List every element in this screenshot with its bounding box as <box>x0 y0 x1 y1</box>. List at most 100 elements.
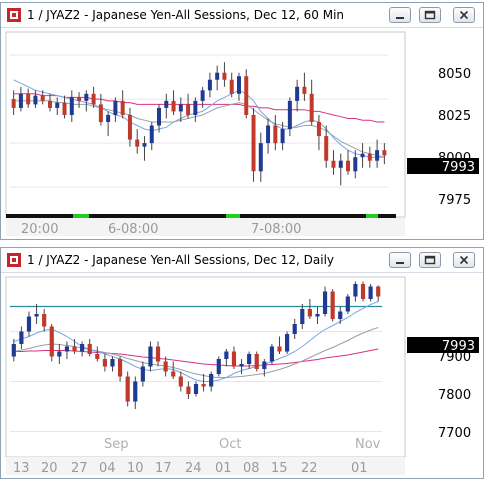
candle-body <box>247 354 252 364</box>
candlestick <box>338 306 343 324</box>
candle-body <box>360 153 365 158</box>
candle-body <box>87 344 92 354</box>
candlestick <box>186 93 191 119</box>
candle-body <box>47 100 52 108</box>
candlestick <box>287 97 292 137</box>
candlestick <box>247 351 252 369</box>
candlestick <box>26 88 31 108</box>
restore-button[interactable] <box>419 252 441 268</box>
candlestick <box>69 90 74 122</box>
candle-body <box>292 324 297 334</box>
candlestick <box>98 93 103 126</box>
candle-body <box>382 150 387 156</box>
candlestick <box>19 326 24 349</box>
minimize-icon <box>396 262 404 264</box>
candle-body <box>331 160 336 168</box>
y-tick-label: 8025 <box>438 109 471 124</box>
x-axis-label: 15 <box>271 461 288 476</box>
close-icon <box>459 10 469 20</box>
month-label: Nov <box>355 437 381 452</box>
app-icon <box>7 253 21 267</box>
close-button[interactable] <box>453 252 475 268</box>
x-axis-label: 24 <box>185 461 202 476</box>
chart-window-daily[interactable]: 1 / JYAZ2 - Japanese Yen-All Sessions, D… <box>0 247 484 479</box>
candle-body <box>133 381 138 402</box>
candle-body <box>269 346 275 362</box>
candle-body <box>345 296 350 312</box>
y-tick-label: 7700 <box>438 426 471 441</box>
month-label: Sep <box>104 437 129 452</box>
restore-icon <box>424 10 436 20</box>
candle-body <box>186 104 191 115</box>
candle-body <box>193 100 198 115</box>
chart-window-60min[interactable]: 1 / JYAZ2 - Japanese Yen-All Sessions, D… <box>0 2 484 240</box>
candle-body <box>201 384 206 387</box>
candlestick <box>207 72 212 98</box>
candle-body <box>315 314 320 317</box>
candle-body <box>26 93 31 105</box>
close-icon <box>459 255 469 265</box>
x-axis-label: 22 <box>301 461 318 476</box>
minimize-button[interactable] <box>389 7 411 23</box>
candlestick <box>345 294 350 314</box>
x-axis-label: 27 <box>71 461 88 476</box>
candlestick <box>258 132 263 182</box>
candlestick <box>171 90 176 115</box>
candlestick <box>117 356 123 382</box>
candle-body <box>163 361 168 372</box>
plot-area[interactable] <box>5 31 406 218</box>
app-icon <box>7 8 21 22</box>
candle-body <box>26 316 32 332</box>
candlestick <box>244 69 249 119</box>
candle-body <box>55 102 60 108</box>
candlestick <box>127 107 132 147</box>
candlestick <box>269 344 275 364</box>
candle-body <box>200 90 205 101</box>
minimize-button[interactable] <box>389 252 411 268</box>
candlestick <box>316 114 321 151</box>
candlestick <box>209 371 214 392</box>
restore-icon <box>424 255 436 265</box>
candle-body <box>157 107 162 126</box>
candle-body <box>120 100 125 115</box>
candle-body <box>316 122 321 137</box>
candlestick <box>292 319 297 339</box>
candle-body <box>171 371 176 377</box>
candlestick <box>368 284 373 302</box>
close-button[interactable] <box>453 7 475 23</box>
restore-button[interactable] <box>419 7 441 23</box>
x-axis-label: 01 <box>351 461 368 476</box>
y-tick-label: 7800 <box>438 388 471 403</box>
x-axis-label: 08 <box>243 461 260 476</box>
candle-body <box>64 346 70 352</box>
candlestick <box>200 86 205 108</box>
plot-area[interactable] <box>5 276 406 458</box>
candlestick <box>307 299 312 319</box>
candle-body <box>376 286 381 297</box>
candlestick <box>360 143 365 168</box>
candlestick <box>367 146 372 168</box>
candlestick <box>382 143 387 165</box>
candle-body <box>40 95 45 101</box>
candle-body <box>222 72 227 80</box>
candlestick <box>95 346 100 362</box>
candle-body <box>149 125 154 144</box>
price-chart-60min[interactable]: 8050 8025 8000 7975 7993 20:00 6-08:00 7… <box>1 28 483 239</box>
window-titlebar[interactable]: 1 / JYAZ2 - Japanese Yen-All Sessions, D… <box>1 3 483 28</box>
candlestick <box>102 354 107 372</box>
y-tick-label: 7975 <box>438 193 471 208</box>
price-chart-daily[interactable]: 7900 7800 7700 7993 Sep Oct Nov 13 20 27 04… <box>1 273 483 478</box>
candle-body <box>155 346 161 362</box>
candlestick <box>375 139 380 168</box>
candle-body <box>98 104 103 122</box>
candle-body <box>110 359 115 367</box>
candlestick <box>251 107 256 182</box>
candlestick <box>157 104 162 133</box>
candle-body <box>215 72 220 80</box>
candle-body <box>251 114 256 172</box>
candlestick <box>178 371 183 392</box>
candlestick <box>229 72 234 98</box>
window-titlebar[interactable]: 1 / JYAZ2 - Japanese Yen-All Sessions, D… <box>1 248 483 273</box>
candlestick <box>49 324 54 362</box>
candle-body <box>338 160 343 168</box>
